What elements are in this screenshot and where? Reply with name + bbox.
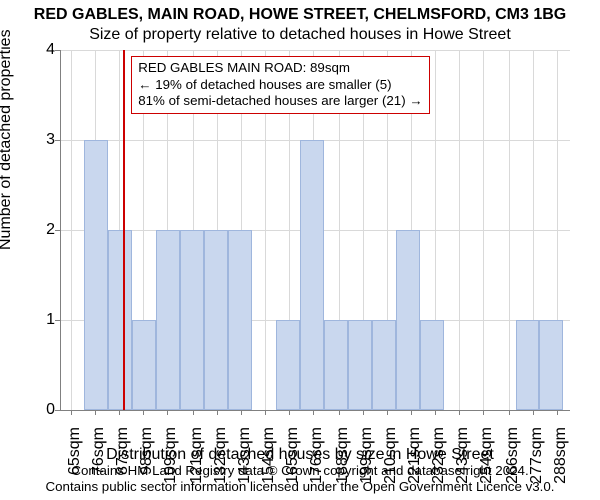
reference-marker-line [123, 50, 125, 410]
annotation-box: RED GABLES MAIN ROAD: 89sqm← 19% of deta… [131, 56, 429, 114]
histogram-bar [132, 320, 156, 410]
histogram-bar [348, 320, 372, 410]
y-axis-label: Number of detached properties [0, 29, 15, 250]
histogram-bar [276, 320, 300, 410]
y-tick-label: 3 [46, 131, 55, 149]
gridline-vertical [483, 50, 484, 410]
gridline-vertical [509, 50, 510, 410]
histogram-bar [372, 320, 396, 410]
histogram-bar [539, 320, 563, 410]
histogram-bar [516, 320, 540, 410]
histogram-bar [420, 320, 444, 410]
chart-title-sub: Size of property relative to detached ho… [0, 26, 600, 44]
x-axis-line [60, 410, 570, 411]
chart-container: RED GABLES, MAIN ROAD, HOWE STREET, CHEL… [0, 0, 600, 500]
histogram-bar [396, 230, 420, 410]
histogram-bar [108, 230, 132, 410]
histogram-bar [180, 230, 204, 410]
chart-footer: Contains HM Land Registry data © Crown c… [0, 463, 600, 496]
y-tick-label: 2 [46, 221, 55, 239]
chart-title-main: RED GABLES, MAIN ROAD, HOWE STREET, CHEL… [0, 6, 600, 24]
gridline-vertical [71, 50, 72, 410]
annotation-line: 81% of semi-detached houses are larger (… [138, 93, 422, 110]
histogram-bar [324, 320, 348, 410]
gridline-horizontal [60, 50, 570, 51]
x-axis-label: Distribution of detached houses by size … [0, 446, 600, 464]
gridline-vertical [459, 50, 460, 410]
histogram-bar [156, 230, 180, 410]
footer-line-1: Contains HM Land Registry data © Crown c… [71, 463, 528, 478]
annotation-line: RED GABLES MAIN ROAD: 89sqm [138, 60, 422, 77]
histogram-bar [300, 140, 324, 410]
y-axis-line [60, 50, 61, 410]
annotation-line: ← 19% of detached houses are smaller (5) [138, 77, 422, 94]
histogram-bar [84, 140, 108, 410]
footer-line-2: Contains public sector information licen… [46, 479, 555, 494]
y-tick-label: 1 [46, 311, 55, 329]
histogram-bar [204, 230, 228, 410]
y-tick-label: 4 [46, 41, 55, 59]
plot-area: RED GABLES MAIN ROAD: 89sqm← 19% of deta… [60, 50, 570, 410]
histogram-bar [228, 230, 252, 410]
y-tick-label: 0 [46, 401, 55, 419]
